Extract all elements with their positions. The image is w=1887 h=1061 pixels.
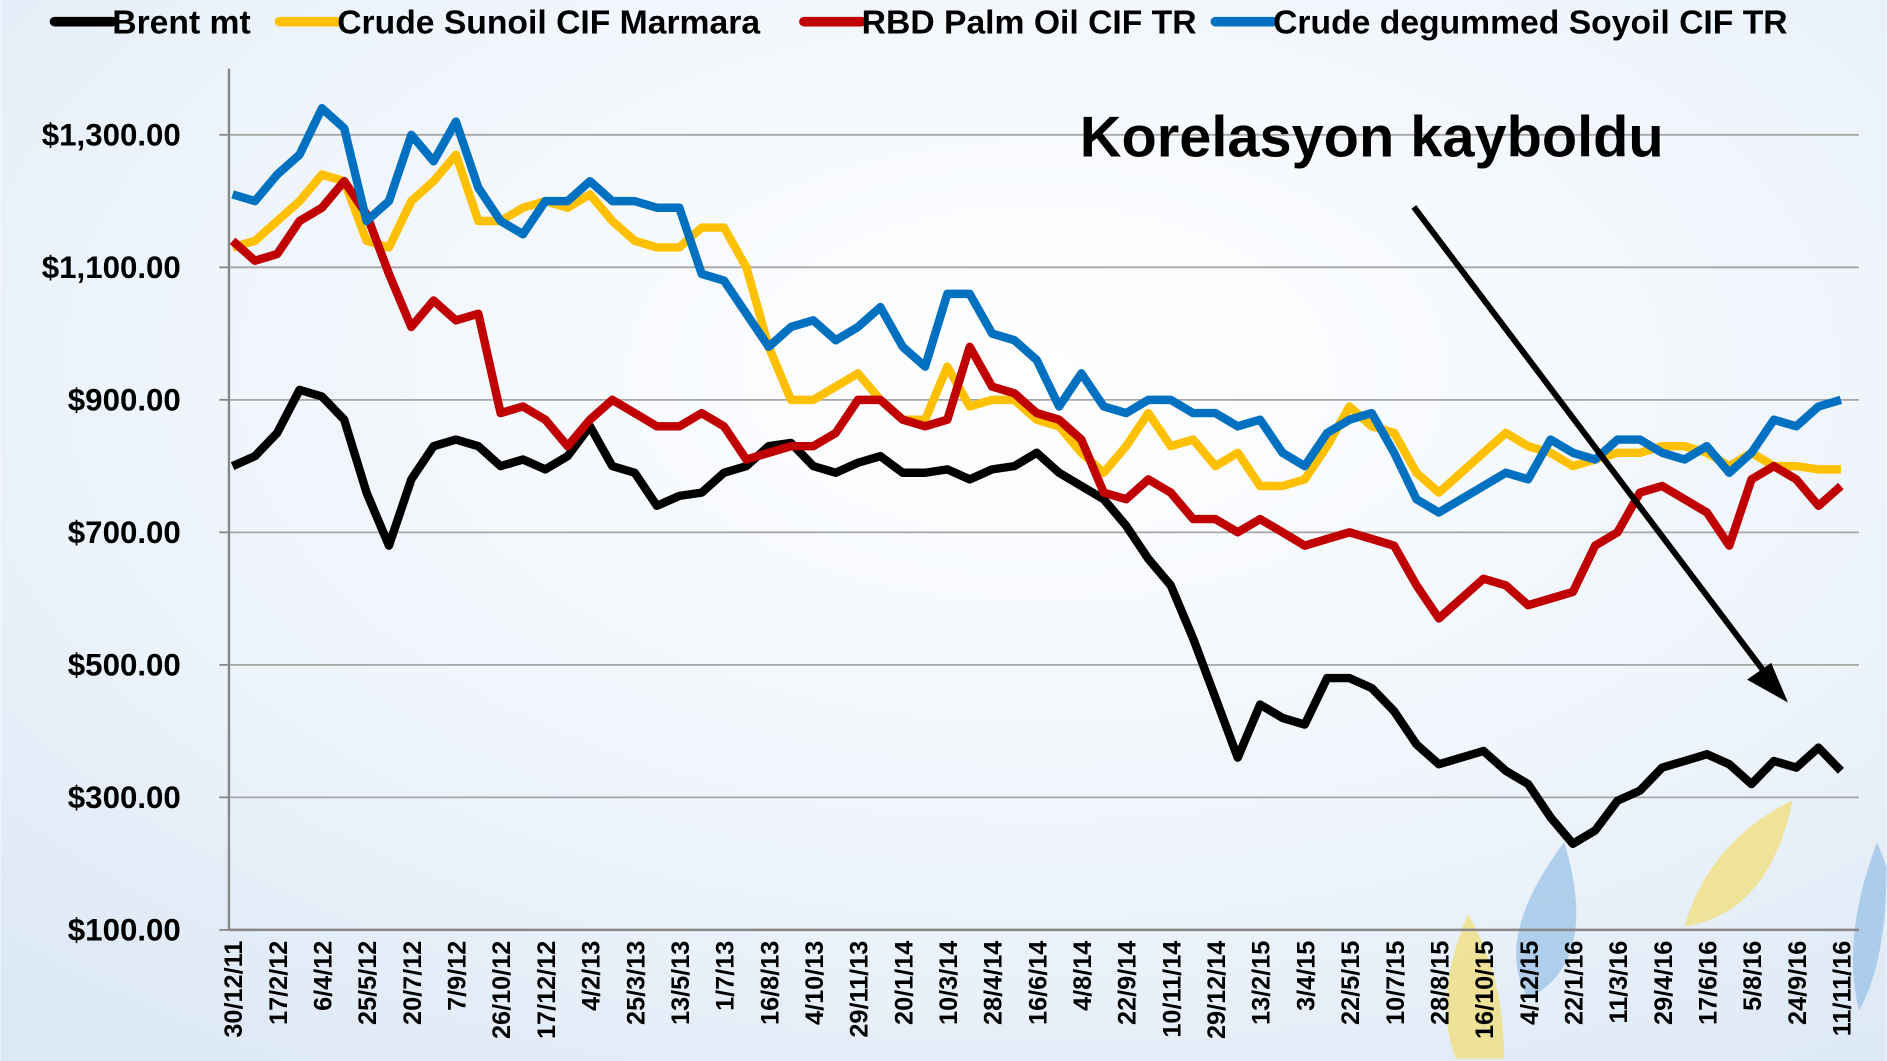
x-tick-label: 22/5/15 bbox=[1337, 941, 1365, 1025]
x-tick-label: 17/12/12 bbox=[533, 941, 561, 1039]
x-tick-label: 29/11/13 bbox=[846, 941, 874, 1038]
x-tick-label: 4/12/15 bbox=[1516, 941, 1544, 1025]
x-tick-label: 26/10/12 bbox=[488, 941, 516, 1039]
x-tick-label: 4/8/14 bbox=[1069, 941, 1097, 1011]
x-tick-label: 1/7/13 bbox=[712, 941, 740, 1011]
x-tick-label: 24/9/16 bbox=[1784, 941, 1812, 1025]
x-tick-label: 4/10/13 bbox=[801, 941, 829, 1025]
y-tick-label: $900.00 bbox=[68, 383, 181, 418]
legend-label: RBD Palm Oil CIF TR bbox=[862, 5, 1197, 42]
x-tick-label: 28/8/15 bbox=[1426, 941, 1454, 1025]
x-tick-label: 25/5/12 bbox=[354, 941, 382, 1025]
x-tick-label: 17/2/12 bbox=[265, 941, 293, 1025]
legend-label: Brent mt bbox=[112, 5, 250, 42]
x-tick-label: 10/7/15 bbox=[1382, 941, 1410, 1025]
x-tick-label: 10/11/14 bbox=[1158, 941, 1186, 1038]
x-tick-label: 13/5/13 bbox=[667, 941, 695, 1025]
x-tick-label: 20/7/12 bbox=[399, 941, 427, 1025]
page: {"chart_data":{"type":"line", "annotatio… bbox=[0, 0, 1887, 1061]
x-tick-label: 29/12/14 bbox=[1203, 941, 1231, 1039]
x-tick-label: 5/8/16 bbox=[1739, 941, 1767, 1011]
y-tick-label: $500.00 bbox=[68, 648, 181, 683]
y-tick-label: $300.00 bbox=[68, 780, 181, 815]
chart: $100.00 $300.00 $500.00 $700.00 $900.00 $1,10… bbox=[0, 0, 1887, 1061]
x-tick-label: 25/3/13 bbox=[622, 941, 650, 1025]
x-tick-label: 22/1/16 bbox=[1560, 941, 1588, 1025]
x-tick-label: 16/10/15 bbox=[1471, 941, 1499, 1039]
legend-label: Crude degummed Soyoil CIF TR bbox=[1273, 5, 1787, 42]
x-tick-label: 11/11/16 bbox=[1829, 941, 1857, 1037]
x-tick-label: 11/3/16 bbox=[1605, 941, 1633, 1024]
x-tick-label: 30/12/11 bbox=[220, 941, 248, 1038]
y-tick-label: $1,100.00 bbox=[42, 250, 181, 285]
x-tick-label: 13/2/15 bbox=[1248, 941, 1276, 1025]
x-tick-label: 28/4/14 bbox=[980, 941, 1008, 1025]
legend-label: Crude Sunoil CIF Marmara bbox=[337, 5, 760, 42]
x-tick-label: 10/3/14 bbox=[935, 941, 963, 1025]
x-tick-label: 3/4/15 bbox=[1292, 941, 1320, 1011]
x-tick-label: 4/2/13 bbox=[578, 941, 606, 1011]
y-tick-label: $100.00 bbox=[68, 913, 181, 948]
y-tick-label: $700.00 bbox=[68, 515, 181, 550]
y-tick-label: $1,300.00 bbox=[42, 118, 181, 153]
x-tick-label: 16/6/14 bbox=[1024, 941, 1052, 1025]
x-tick-label: 17/6/16 bbox=[1694, 941, 1722, 1025]
x-tick-label: 20/1/14 bbox=[890, 941, 918, 1025]
x-tick-label: 29/4/16 bbox=[1650, 941, 1678, 1025]
annotation: Korelasyon kayboldu bbox=[1080, 105, 1664, 169]
x-tick-label: 7/9/12 bbox=[444, 941, 472, 1011]
x-tick-label: 16/8/13 bbox=[756, 941, 784, 1025]
x-tick-label: 6/4/12 bbox=[310, 941, 338, 1011]
x-tick-label: 22/9/14 bbox=[1114, 941, 1142, 1025]
